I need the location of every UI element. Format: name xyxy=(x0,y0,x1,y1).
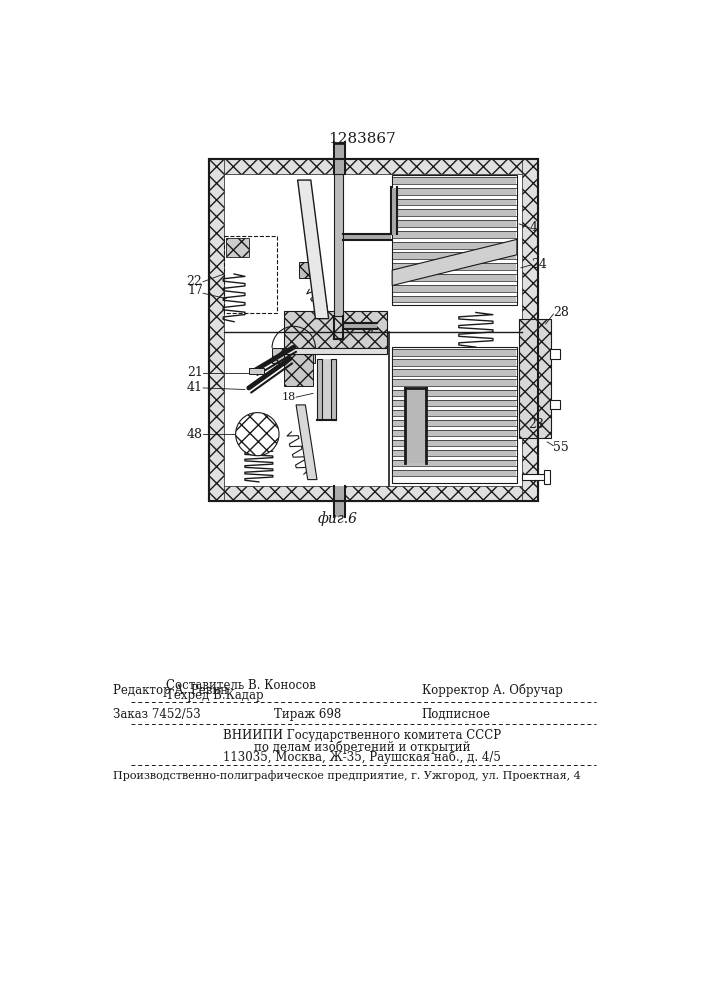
Bar xyxy=(405,389,425,463)
Bar xyxy=(209,158,538,501)
Text: Заказ 7452/53: Заказ 7452/53 xyxy=(113,708,201,721)
Bar xyxy=(393,349,516,356)
Bar xyxy=(393,177,516,184)
Text: Производственно-полиграфическое предприятие, г. Ужгород, ул. Проектная, 4: Производственно-полиграфическое предприя… xyxy=(113,771,581,781)
Text: 4: 4 xyxy=(530,221,538,234)
Text: 48: 48 xyxy=(187,428,203,441)
Bar xyxy=(393,430,516,436)
Bar xyxy=(393,263,516,270)
Bar xyxy=(393,410,516,416)
Bar xyxy=(209,158,224,501)
Bar xyxy=(522,474,546,480)
Text: 1283867: 1283867 xyxy=(328,132,396,146)
Bar xyxy=(317,359,335,420)
Bar xyxy=(393,209,516,216)
Text: 113035, Москва, Ж-35, Раушская наб., д. 4/5: 113035, Москва, Ж-35, Раушская наб., д. … xyxy=(223,751,501,764)
Polygon shape xyxy=(296,405,317,480)
Bar xyxy=(393,400,516,406)
Text: Редактор А. Ревин: Редактор А. Ревин xyxy=(113,684,228,697)
Bar xyxy=(335,143,344,174)
Bar xyxy=(334,174,344,316)
Bar xyxy=(393,359,516,366)
Bar xyxy=(392,188,397,235)
Bar xyxy=(344,323,377,329)
Text: Техред В.Кадар: Техред В.Кадар xyxy=(166,689,264,702)
Bar xyxy=(209,158,538,174)
Text: 18: 18 xyxy=(282,392,296,402)
Text: 21: 21 xyxy=(187,366,203,379)
Bar xyxy=(317,359,322,420)
Text: Составитель В. Коносов: Составитель В. Коносов xyxy=(166,679,316,692)
Text: ВНИИПИ Государственного комитета СССР: ВНИИПИ Государственного комитета СССР xyxy=(223,730,501,742)
Bar xyxy=(393,420,516,426)
Bar xyxy=(393,296,516,302)
Bar xyxy=(284,348,387,354)
Text: Корректор А. Обручар: Корректор А. Обручар xyxy=(421,684,563,697)
Text: Подписное: Подписное xyxy=(421,708,491,721)
Bar xyxy=(544,470,550,484)
Bar xyxy=(393,440,516,446)
Bar xyxy=(393,285,516,292)
Text: 41: 41 xyxy=(187,381,203,394)
Bar xyxy=(393,274,516,281)
Bar xyxy=(393,369,516,376)
Circle shape xyxy=(235,413,279,456)
Polygon shape xyxy=(298,180,329,319)
Bar xyxy=(393,231,516,238)
Text: 22: 22 xyxy=(187,275,202,288)
Bar xyxy=(392,175,517,305)
Bar xyxy=(392,347,517,483)
Text: Тираж 698: Тираж 698 xyxy=(274,708,341,721)
Text: по делам изобретений и открытий: по делам изобретений и открытий xyxy=(254,740,470,754)
Bar xyxy=(224,235,276,312)
Text: 1: 1 xyxy=(368,323,375,336)
Bar xyxy=(284,348,313,386)
Text: 24: 24 xyxy=(532,258,547,271)
Bar xyxy=(549,400,561,409)
Bar xyxy=(518,319,551,438)
Bar xyxy=(344,235,391,240)
Text: 55: 55 xyxy=(554,441,569,454)
Text: 17: 17 xyxy=(187,284,203,297)
Bar xyxy=(272,348,315,363)
Bar xyxy=(334,142,345,144)
Bar xyxy=(393,470,516,476)
Bar xyxy=(299,262,316,278)
Bar xyxy=(522,158,538,501)
Bar xyxy=(393,450,516,456)
Bar xyxy=(331,359,336,420)
Bar xyxy=(393,220,516,227)
Bar xyxy=(393,252,516,259)
Bar xyxy=(226,238,249,257)
Bar xyxy=(393,242,516,249)
Text: 23: 23 xyxy=(529,418,544,431)
Bar xyxy=(393,188,516,195)
Text: фиг.6: фиг.6 xyxy=(318,511,358,526)
Bar xyxy=(209,486,538,501)
Bar xyxy=(284,311,387,348)
Bar xyxy=(209,158,538,501)
Polygon shape xyxy=(392,239,517,286)
Bar xyxy=(393,460,516,466)
Bar xyxy=(393,389,516,396)
Bar xyxy=(249,368,264,374)
Text: 28: 28 xyxy=(554,306,569,319)
Bar xyxy=(393,199,516,205)
Bar xyxy=(335,486,344,517)
Bar xyxy=(393,379,516,386)
Bar xyxy=(549,349,561,359)
